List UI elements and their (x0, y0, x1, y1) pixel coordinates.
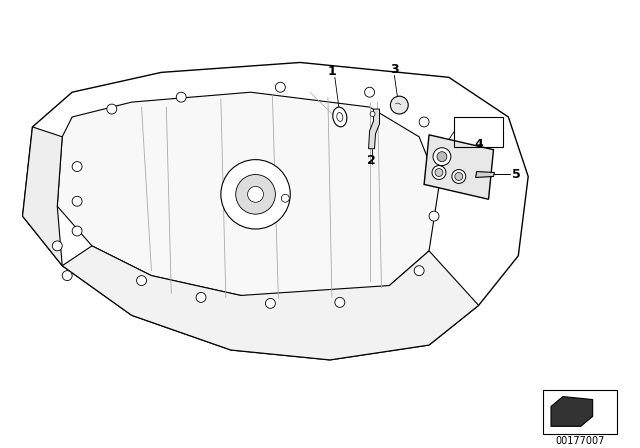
Circle shape (136, 276, 147, 285)
Circle shape (72, 226, 82, 236)
Circle shape (429, 211, 439, 221)
Circle shape (221, 159, 291, 229)
FancyBboxPatch shape (543, 390, 618, 434)
Text: 00177007: 00177007 (555, 436, 604, 446)
Polygon shape (551, 396, 593, 426)
Circle shape (419, 117, 429, 127)
Circle shape (437, 152, 447, 162)
Circle shape (432, 166, 446, 180)
Circle shape (248, 186, 264, 202)
Polygon shape (22, 127, 62, 266)
Text: 4: 4 (474, 138, 483, 151)
Polygon shape (476, 172, 495, 177)
Polygon shape (22, 62, 528, 360)
Circle shape (176, 92, 186, 102)
Text: 1: 1 (328, 65, 336, 78)
Text: 2: 2 (367, 154, 376, 167)
Circle shape (365, 87, 374, 97)
Circle shape (52, 241, 62, 251)
Text: 3: 3 (390, 64, 399, 77)
Circle shape (390, 96, 408, 114)
Circle shape (107, 104, 116, 114)
Ellipse shape (337, 112, 343, 121)
Circle shape (282, 194, 289, 202)
Polygon shape (62, 246, 479, 360)
Circle shape (335, 297, 345, 307)
Circle shape (62, 271, 72, 280)
Circle shape (72, 196, 82, 206)
Circle shape (455, 172, 463, 181)
Circle shape (236, 174, 275, 214)
Circle shape (266, 298, 275, 308)
Ellipse shape (370, 112, 375, 116)
Circle shape (414, 266, 424, 276)
Ellipse shape (333, 107, 347, 127)
Circle shape (72, 162, 82, 172)
Circle shape (452, 169, 466, 183)
Polygon shape (369, 109, 380, 149)
Polygon shape (424, 135, 493, 199)
Circle shape (429, 162, 439, 172)
Polygon shape (57, 92, 439, 301)
Circle shape (433, 148, 451, 166)
Circle shape (275, 82, 285, 92)
Circle shape (435, 168, 443, 177)
Text: 5: 5 (513, 168, 521, 181)
Circle shape (196, 293, 206, 302)
